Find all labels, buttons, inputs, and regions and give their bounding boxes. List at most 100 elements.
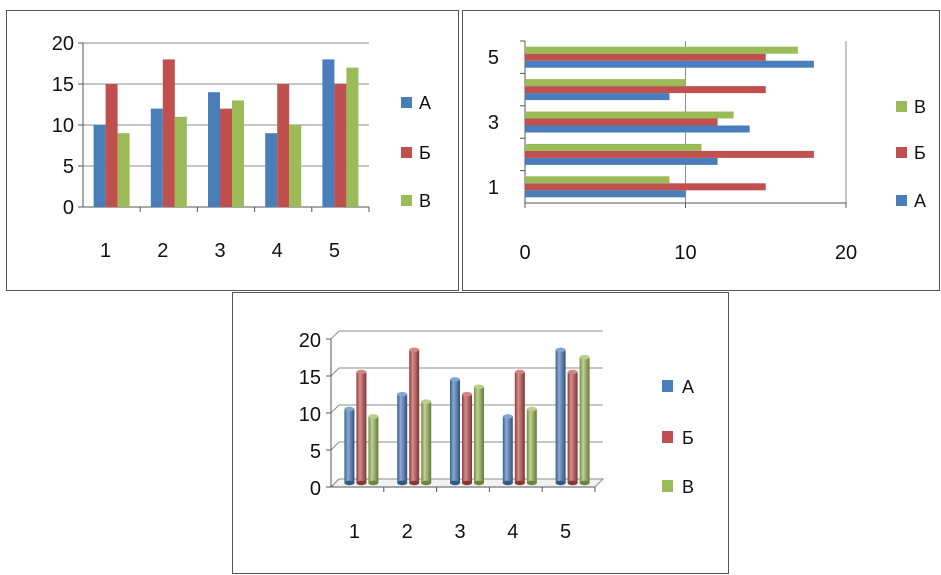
bar-top-В-1	[368, 414, 379, 419]
bar-base-А-2	[397, 480, 408, 486]
bar-top-В-4	[526, 406, 537, 412]
bar-В-5	[346, 67, 359, 207]
bar-В-1	[368, 416, 379, 483]
bar-А-2	[150, 108, 163, 207]
bar-top-В-2	[421, 399, 432, 404]
bar-А-1	[344, 409, 355, 483]
bar-В-5	[525, 46, 798, 54]
x-tick-label: 3	[454, 521, 465, 543]
legend-swatch-А	[896, 195, 907, 206]
bar-base-В-2	[421, 480, 432, 486]
bar-base-Б-1	[356, 480, 367, 486]
gridline-side	[330, 330, 340, 340]
bar-top-Б-4	[514, 369, 525, 375]
chart-vertical-bars: 0 5 10 15 20 1 2 3 4 5 А Б В	[52, 33, 431, 262]
bar-В-3	[474, 386, 484, 483]
bar-base-В-1	[368, 480, 379, 486]
bar-В-3	[232, 100, 244, 207]
legend-label-А: А	[682, 377, 694, 397]
gridline-side	[330, 478, 340, 488]
x-tick-label: 0	[519, 242, 530, 264]
bar-top-В-3	[474, 384, 484, 389]
bar-В-2	[421, 401, 432, 483]
bar-А-3	[525, 125, 750, 133]
bar-top-В-5	[579, 355, 590, 360]
bar-В-3	[525, 111, 734, 119]
bar-Б-3	[462, 394, 472, 483]
bar-Б-4	[514, 372, 525, 483]
bar-Б-1	[356, 372, 367, 483]
bar-А-1	[525, 190, 686, 198]
chart-horizontal-bars: 0 10 20 1 3 5 В Б А	[488, 40, 926, 264]
x-tick-label: 4	[507, 521, 518, 543]
bar-Б-5	[525, 53, 766, 61]
bar-base-Б-3	[462, 480, 472, 486]
bar-base-А-4	[502, 480, 513, 486]
legend-swatch-А	[662, 380, 673, 392]
bar-В-5	[579, 357, 590, 483]
legend-swatch-А	[401, 97, 412, 108]
bar-base-А-5	[555, 480, 566, 486]
bar-base-В-4	[526, 480, 537, 486]
chart-panel-horizontal-bars: 0 10 20 1 3 5 В Б А	[462, 10, 940, 291]
legend-swatch-Б	[401, 147, 412, 158]
bar-top-А-1	[344, 406, 355, 412]
bar-Б-5	[334, 84, 347, 207]
legend-label-Б: Б	[914, 143, 926, 163]
chart-3d-bars: 0 5 10 15 20 1 2 3 4 5 А Б В	[299, 330, 694, 543]
x-tick-label: 3	[214, 240, 225, 262]
x-tick-label: 2	[157, 240, 168, 262]
y-tick-label: 0	[310, 478, 321, 500]
legend-label-В: В	[682, 477, 694, 497]
bar-base-Б-2	[409, 480, 420, 486]
bar-А-4	[525, 93, 670, 101]
y-tick-label: 20	[52, 33, 74, 55]
bar-В-2	[174, 116, 187, 207]
bar-Б-5	[567, 372, 578, 483]
chart-panel-vertical-bars: 0 5 10 15 20 1 2 3 4 5 А Б В	[6, 10, 459, 291]
legend-label-В: В	[914, 97, 926, 117]
bar-top-Б-5	[567, 369, 578, 375]
legend-swatch-В	[662, 480, 673, 492]
x-tick-label: 5	[560, 521, 571, 543]
legend-swatch-В	[896, 101, 907, 112]
gridline-side	[330, 441, 340, 451]
legend-swatch-Б	[896, 147, 907, 158]
bar-base-А-1	[344, 480, 355, 486]
bar-top-Б-1	[356, 369, 367, 375]
x-tick-label: 10	[674, 242, 696, 264]
y-tick-label: 3	[488, 112, 499, 134]
bar-В-4	[289, 125, 302, 207]
bar-В-4	[525, 79, 686, 87]
bar-base-В-3	[474, 480, 484, 486]
x-tick-label: 5	[329, 240, 340, 262]
bar-base-Б-5	[567, 480, 578, 486]
legend-label-Б: Б	[682, 428, 694, 448]
y-tick-label: 20	[299, 330, 321, 352]
bar-Б-1	[525, 183, 766, 191]
bar-top-Б-2	[409, 347, 420, 352]
legend-label-А: А	[419, 93, 431, 113]
bar-Б-4	[525, 86, 766, 94]
bar-top-Б-3	[462, 392, 472, 397]
bar-А-4	[265, 133, 278, 207]
legend-label-В: В	[419, 191, 431, 211]
legend-swatch-Б	[662, 431, 673, 443]
bar-base-В-5	[579, 480, 590, 486]
x-tick-label: 4	[272, 240, 283, 262]
x-tick-label: 1	[100, 240, 111, 262]
y-tick-label: 5	[310, 441, 321, 463]
legend-label-Б: Б	[419, 143, 431, 163]
bar-Б-2	[525, 150, 814, 158]
bar-Б-4	[277, 84, 290, 207]
chart-panel-3d-bars: 0 5 10 15 20 1 2 3 4 5 А Б В	[232, 292, 729, 574]
y-tick-label: 5	[63, 156, 74, 178]
bar-top-А-3	[450, 377, 460, 382]
y-tick-label: 10	[52, 115, 74, 137]
bar-base-А-3	[450, 480, 460, 486]
bar-А-5	[555, 349, 566, 483]
x-tick-label: 1	[349, 521, 360, 543]
bar-Б-2	[409, 349, 420, 483]
x-tick-label: 20	[835, 242, 857, 264]
y-tick-label: 0	[63, 197, 74, 219]
